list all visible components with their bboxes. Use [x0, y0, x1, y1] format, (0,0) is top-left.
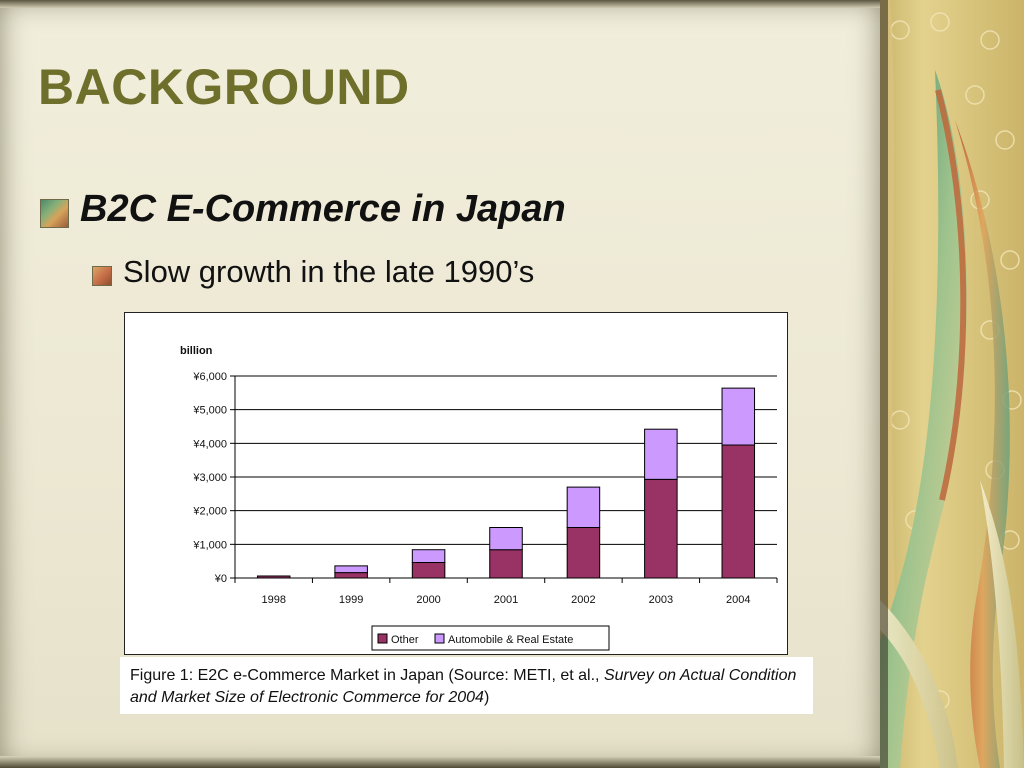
- chart-container: billion ¥0 ¥1,000 ¥2,000 ¥3,000 ¥4,000 ¥5,000 ¥…: [124, 312, 788, 655]
- sub-bullet-text: Slow growth in the late 1990’s: [123, 254, 535, 289]
- bar-automobile-real-estate: [644, 428, 678, 480]
- legend-swatch: [434, 633, 445, 644]
- y-tick-label: ¥6,000: [192, 371, 227, 383]
- bar-automobile-real-estate: [489, 527, 523, 551]
- bar-automobile-real-estate: [721, 387, 756, 446]
- y-tick-label: ¥2,000: [192, 506, 227, 518]
- y-tick-label: ¥1,000: [192, 539, 227, 551]
- legend-label: Automobile & Real Estate: [448, 634, 573, 646]
- bullet-heading: B2C E-Commerce in Japan: [80, 188, 566, 230]
- bar-other: [256, 575, 291, 579]
- x-tick-label: 2004: [726, 594, 750, 606]
- x-tick-label: 1999: [339, 594, 363, 606]
- x-tick-label: 1998: [261, 594, 285, 606]
- decorative-floral-strip: [880, 0, 1024, 768]
- y-tick-label: ¥4,000: [192, 438, 227, 450]
- y-axis-label: billion: [180, 345, 213, 357]
- y-tick-label: ¥3,000: [192, 472, 227, 484]
- x-tick-label: 2000: [416, 594, 440, 606]
- y-tick-label: ¥0: [214, 573, 227, 585]
- x-tick-label: 2002: [571, 594, 595, 606]
- bar-other: [489, 549, 523, 579]
- y-tick-label: ¥5,000: [192, 405, 227, 417]
- x-tick-label: 2003: [649, 594, 673, 606]
- bar-other: [721, 444, 756, 579]
- stacked-bar-chart: billion ¥0 ¥1,000 ¥2,000 ¥3,000 ¥4,000 ¥5,000 ¥…: [180, 345, 778, 651]
- caption-italic-title: Survey on Actual Condition and Market Si…: [130, 667, 797, 706]
- panel-bottom-shade: [0, 756, 880, 768]
- square-bullet-icon: [40, 199, 69, 228]
- legend-label: Other: [391, 634, 419, 646]
- legend-box: [371, 625, 610, 651]
- caption-suffix: ): [483, 689, 490, 706]
- slide-title: BACKGROUND: [38, 59, 410, 115]
- panel-top-shade: [0, 0, 880, 8]
- figure-caption-box: Figure 1: E2C e-Commerce Market in Japan…: [120, 657, 813, 714]
- bar-automobile-real-estate: [334, 565, 368, 574]
- x-tick-label: 2001: [494, 594, 518, 606]
- legend-swatch: [377, 633, 388, 644]
- bar-automobile-real-estate: [411, 549, 446, 564]
- caption-prefix: Figure 1: E2C e-Commerce Market in Japan…: [130, 667, 604, 684]
- bar-other: [334, 572, 368, 579]
- floral-pattern-icon: [880, 0, 1024, 768]
- bar-other: [644, 478, 678, 579]
- bar-other: [411, 562, 446, 579]
- square-bullet-icon: [92, 266, 112, 286]
- bar-automobile-real-estate: [566, 486, 601, 529]
- figure-caption: Figure 1: E2C e-Commerce Market in Japan…: [130, 665, 805, 709]
- bar-other: [566, 527, 601, 579]
